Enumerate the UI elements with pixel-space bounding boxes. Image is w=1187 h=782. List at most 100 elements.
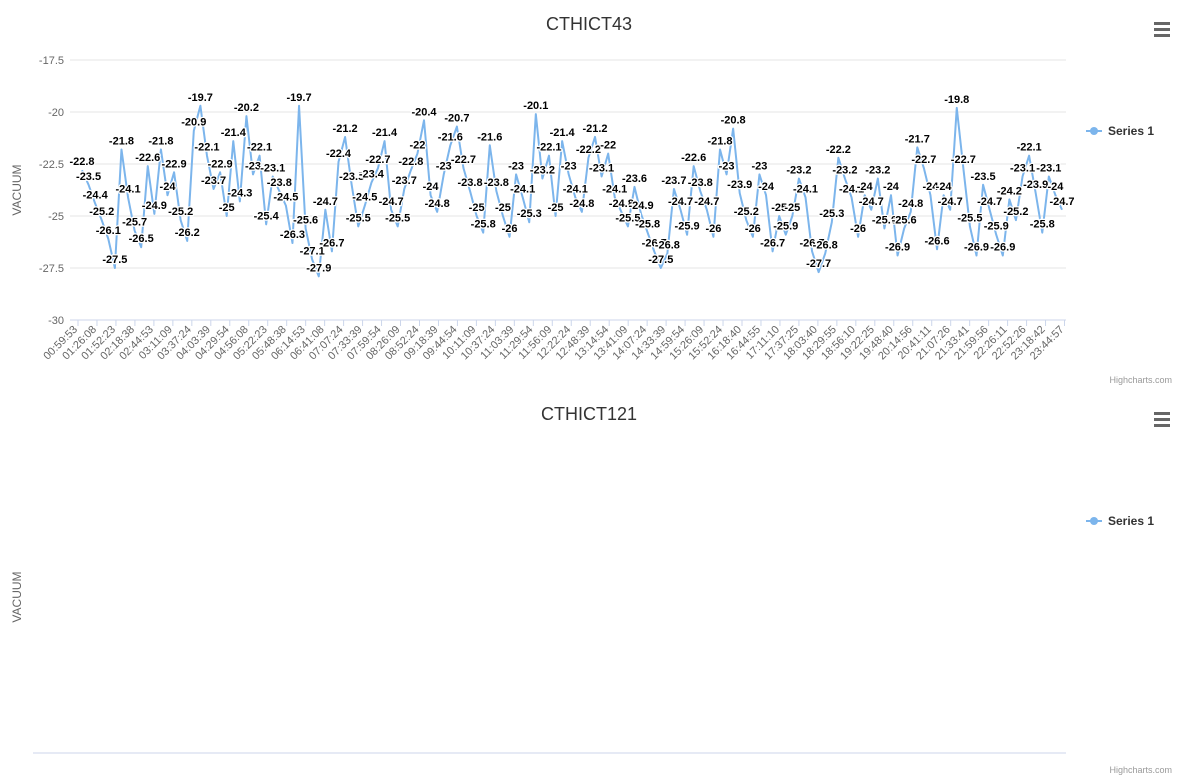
data-label: -22.8 — [69, 156, 94, 168]
data-label: -25.2 — [734, 206, 759, 218]
y-tick-label: -20 — [48, 107, 64, 119]
data-label: -22.7 — [365, 154, 390, 166]
data-label: -24.1 — [839, 183, 864, 195]
menu-bar — [1154, 34, 1170, 37]
data-label: -25 — [469, 202, 485, 214]
credits[interactable]: Highcharts.com — [1109, 375, 1172, 385]
data-label: -23.7 — [201, 175, 226, 187]
data-label: -22 — [600, 140, 616, 152]
data-label: -24.1 — [602, 183, 627, 195]
data-label: -24.7 — [379, 196, 404, 208]
data-label: -26.3 — [280, 229, 305, 241]
data-label: -24 — [423, 181, 440, 193]
data-label: -23.2 — [865, 165, 890, 177]
data-label: -23.7 — [661, 175, 686, 187]
data-label: -24 — [923, 181, 940, 193]
data-label: -22.1 — [194, 142, 219, 154]
data-label: -21.8 — [707, 135, 732, 147]
data-label: -25.2 — [168, 206, 193, 218]
legend-text: Series 1 — [1108, 124, 1154, 138]
data-label: -27.5 — [102, 254, 127, 266]
menu-button[interactable] — [1154, 412, 1170, 427]
credits[interactable]: Highcharts.com — [1109, 765, 1172, 775]
data-label: -25.9 — [675, 221, 700, 233]
data-label: -26.9 — [990, 242, 1015, 254]
data-label: -26 — [705, 223, 721, 235]
data-label: -21.6 — [477, 131, 502, 143]
data-label: -23.1 — [589, 162, 614, 174]
data-label: -24.2 — [997, 185, 1022, 197]
legend-item[interactable]: Series 1 — [1086, 514, 1154, 528]
data-label: -25.2 — [89, 206, 114, 218]
data-label: -23.1 — [1036, 162, 1061, 174]
data-label: -19.7 — [287, 92, 312, 104]
data-label: -22.9 — [162, 158, 187, 170]
data-label: -24.1 — [510, 183, 535, 195]
data-label: -23.2 — [530, 165, 555, 177]
data-label: -20.7 — [444, 113, 469, 125]
data-label: -26 — [745, 223, 761, 235]
data-label: -22.7 — [911, 154, 936, 166]
data-label: -25 — [771, 202, 787, 214]
data-label: -22 — [409, 140, 425, 152]
data-label: -27.5 — [648, 254, 673, 266]
chart-title: CTHICT43 — [546, 14, 632, 34]
data-label: -25.4 — [254, 210, 280, 222]
data-label: -23.8 — [458, 177, 483, 189]
data-label: -25.8 — [635, 219, 660, 231]
data-label: -24.7 — [977, 196, 1002, 208]
data-label: -22.2 — [576, 144, 601, 156]
data-label: -24.7 — [694, 196, 719, 208]
menu-bar — [1154, 418, 1170, 421]
data-label: -23.7 — [392, 175, 417, 187]
data-label: -26.2 — [175, 227, 200, 239]
data-label: -24.8 — [609, 198, 634, 210]
data-label: -22.6 — [681, 152, 706, 164]
menu-button[interactable] — [1154, 22, 1170, 37]
y-tick-label: -17.5 — [39, 55, 64, 67]
data-label: -21.2 — [333, 123, 358, 135]
data-label: -21.6 — [438, 131, 463, 143]
data-label: -25 — [784, 202, 800, 214]
data-label: -26.9 — [964, 242, 989, 254]
data-label: -25.8 — [471, 219, 496, 231]
data-label: -23.4 — [359, 169, 385, 181]
data-label: -22.1 — [247, 142, 272, 154]
data-label: -25.7 — [122, 217, 147, 229]
data-label: -26.8 — [813, 239, 838, 251]
data-label: -26.7 — [319, 237, 344, 249]
data-label: -24.5 — [273, 192, 298, 204]
data-label: -23 — [436, 160, 452, 172]
data-label: -23.5 — [339, 171, 364, 183]
data-label: -25.6 — [293, 214, 318, 226]
data-label: -26.9 — [885, 242, 910, 254]
legend-marker — [1090, 127, 1098, 135]
data-label: -21.8 — [148, 135, 173, 147]
data-label: -26.7 — [642, 237, 667, 249]
data-label: -25.3 — [517, 208, 542, 220]
data-label: -26 — [850, 223, 866, 235]
data-label: -25.9 — [984, 221, 1009, 233]
data-label: -26.8 — [655, 239, 680, 251]
chart-panel: CTHICT43 VACUUM Highcharts.com Series 1 -17.… — [10, 14, 1172, 385]
data-label: -25.5 — [346, 212, 371, 224]
data-label: -25 — [548, 202, 564, 214]
data-label: -23 — [508, 160, 524, 172]
data-label: -26.7 — [800, 237, 825, 249]
data-label: -23.2 — [786, 165, 811, 177]
data-label: -25.6 — [892, 214, 917, 226]
data-label: -25.6 — [872, 214, 897, 226]
data-label: -22.2 — [826, 144, 851, 156]
y-axis-title: VACUUM — [10, 164, 24, 215]
data-label: -21.4 — [221, 127, 247, 139]
data-label: -24.8 — [425, 198, 450, 210]
legend-item[interactable]: Series 1 — [1086, 124, 1154, 138]
data-label: -23 — [561, 160, 577, 172]
data-label: -22.4 — [326, 148, 352, 160]
chart-panel: CTHICT121 VACUUM Highcharts.com Series 1 — [10, 404, 1172, 775]
menu-bar — [1154, 22, 1170, 25]
data-label: -23.6 — [622, 173, 647, 185]
data-label: -22.9 — [208, 158, 233, 170]
data-label: -25.2 — [1003, 206, 1028, 218]
data-label: -22.6 — [135, 152, 160, 164]
